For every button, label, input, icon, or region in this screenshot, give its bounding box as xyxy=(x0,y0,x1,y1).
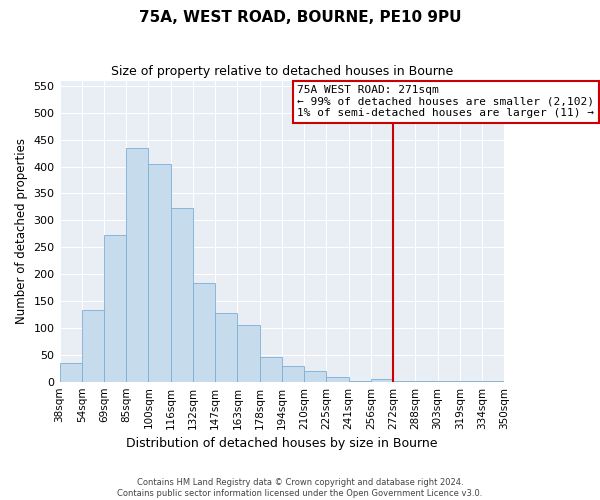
Bar xyxy=(148,164,171,382)
Bar xyxy=(482,381,504,382)
Bar xyxy=(82,310,104,382)
Bar xyxy=(326,378,349,382)
Text: Contains HM Land Registry data © Crown copyright and database right 2024.
Contai: Contains HM Land Registry data © Crown c… xyxy=(118,478,482,498)
Text: 75A WEST ROAD: 271sqm
← 99% of detached houses are smaller (2,102)
1% of semi-de: 75A WEST ROAD: 271sqm ← 99% of detached … xyxy=(298,85,595,118)
Bar xyxy=(393,380,415,382)
Bar xyxy=(415,380,437,382)
Bar xyxy=(437,381,460,382)
Bar xyxy=(260,357,282,382)
Bar xyxy=(349,380,371,382)
Bar xyxy=(371,379,393,382)
Bar xyxy=(126,148,148,382)
Bar xyxy=(215,313,238,382)
Bar xyxy=(59,363,82,382)
Bar xyxy=(171,208,193,382)
Bar xyxy=(238,325,260,382)
Title: Size of property relative to detached houses in Bourne: Size of property relative to detached ho… xyxy=(111,65,453,78)
X-axis label: Distribution of detached houses by size in Bourne: Distribution of detached houses by size … xyxy=(126,437,437,450)
Y-axis label: Number of detached properties: Number of detached properties xyxy=(15,138,28,324)
Bar xyxy=(193,284,215,382)
Bar xyxy=(304,371,326,382)
Bar xyxy=(460,381,482,382)
Text: 75A, WEST ROAD, BOURNE, PE10 9PU: 75A, WEST ROAD, BOURNE, PE10 9PU xyxy=(139,10,461,25)
Bar xyxy=(104,236,126,382)
Bar xyxy=(282,366,304,382)
